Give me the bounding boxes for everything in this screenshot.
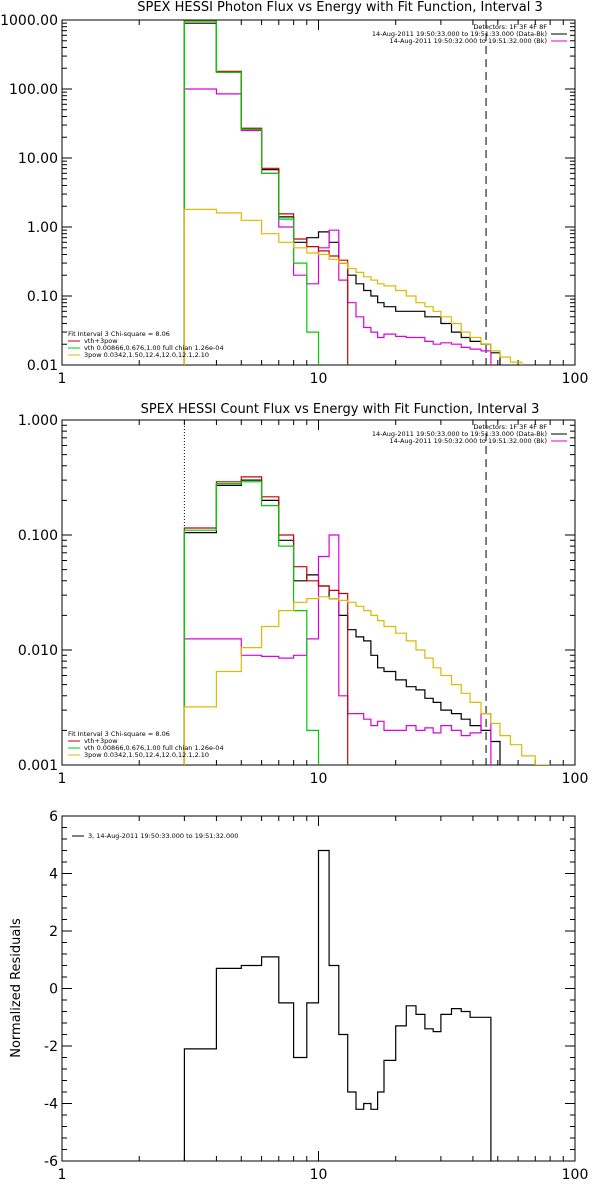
x-tick-label: 10	[310, 371, 328, 387]
legend-entry: 3pow 0.0342,1.50,12.4,12.0,12.1,2.10	[84, 351, 209, 359]
legend-entry: vth 0.00866,0.676,1.00 full chian 1.26e-…	[84, 344, 224, 352]
y-tick-label: 0.100	[18, 528, 58, 544]
series-line-data-bk	[183, 22, 501, 365]
series-line-bk	[183, 534, 492, 765]
legend-entry: 14-Aug-2011 19:50:32.000 to 19:51:32.000…	[390, 37, 547, 45]
residuals-y-axis-label: Normalized Residuals	[9, 918, 24, 1058]
series-line-3-14-aug-2011-19-50-33-000-to-19-51-32-000	[183, 849, 492, 1161]
count-flux-panel: SPEX HESSI Count Flux vs Energy with Fit…	[18, 402, 588, 787]
series-line-data-bk	[183, 479, 501, 765]
y-tick-label: 0.010	[18, 643, 58, 659]
y-tick-label: 10.00	[18, 151, 58, 167]
legend-entry: Detectors: 1F 3F 4F 8F	[473, 23, 547, 31]
x-tick-label: 10	[310, 1167, 328, 1183]
x-tick-label: 1	[58, 371, 67, 387]
y-tick-label: -4	[44, 1097, 58, 1113]
x-tick-label: 100	[562, 1167, 589, 1183]
series-line-vth	[183, 20, 320, 365]
y-tick-label: 6	[49, 809, 58, 825]
legend-entry: vth+3pow	[84, 737, 118, 745]
legend-entry: 14-Aug-2011 19:50:32.000 to 19:51:32.000…	[390, 437, 547, 445]
legend-entry: vth 0.00866,0.676,1.00 full chian 1.26e-…	[84, 744, 224, 752]
legend-entry: vth+3pow	[84, 337, 118, 345]
photon-flux-panel: SPEX HESSI Photon Flux vs Energy with Fi…	[0, 0, 588, 387]
series-line-3pow	[183, 596, 551, 765]
legend-fit-info: Fit Interval 3 Chi-square = 8.06	[68, 330, 170, 338]
y-tick-label: 1.000	[18, 413, 58, 429]
legend-entry: 3pow 0.0342,1.50,12.4,12.0,12.1,2.10	[84, 751, 209, 759]
legend-entry: Detectors: 1F 3F 4F 8F	[473, 423, 547, 431]
x-tick-label: 1	[58, 1167, 67, 1183]
series-line-vth	[183, 481, 320, 765]
y-tick-label: -2	[44, 1039, 58, 1055]
legend-entry: 14-Aug-2011 19:50:33.000 to 19:51:33.000…	[372, 430, 547, 438]
y-tick-label: 0.001	[18, 758, 58, 774]
y-tick-label: 0.10	[27, 289, 58, 305]
series-line-vth-3pow	[183, 476, 349, 765]
x-tick-label: 100	[562, 771, 589, 787]
legend-entry: 14-Aug-2011 19:50:33.000 to 19:51:33.000…	[372, 30, 547, 38]
y-tick-label: 1.00	[27, 220, 58, 236]
y-tick-label: 4	[49, 867, 58, 883]
x-tick-label: 100	[562, 371, 589, 387]
photon-flux-title: SPEX HESSI Photon Flux vs Energy with Fi…	[137, 0, 543, 15]
legend-fit-info: Fit Interval 3 Chi-square = 8.06	[68, 730, 170, 738]
series-line-vth-3pow	[183, 20, 349, 365]
y-tick-label: 2	[49, 924, 58, 940]
y-tick-label: 1000.00	[0, 13, 58, 29]
series-line-3pow	[183, 208, 523, 365]
residuals-panel: Normalized Residuals 1 10 100 -6 -4 -2 0 2 4 6 3, …	[9, 809, 588, 1183]
photon-flux-plot-frame	[61, 19, 576, 366]
y-tick-label: 0	[49, 982, 58, 998]
count-flux-title: SPEX HESSI Count Flux vs Energy with Fit…	[141, 402, 540, 417]
legend-entry: 3, 14-Aug-2011 19:50:33.000 to 19:51:32.…	[88, 832, 238, 840]
y-tick-label: -6	[44, 1154, 58, 1170]
y-tick-label: 100.00	[9, 82, 58, 98]
y-tick-label: 0.01	[27, 358, 58, 374]
x-tick-label: 1	[58, 771, 67, 787]
x-tick-label: 10	[310, 771, 328, 787]
